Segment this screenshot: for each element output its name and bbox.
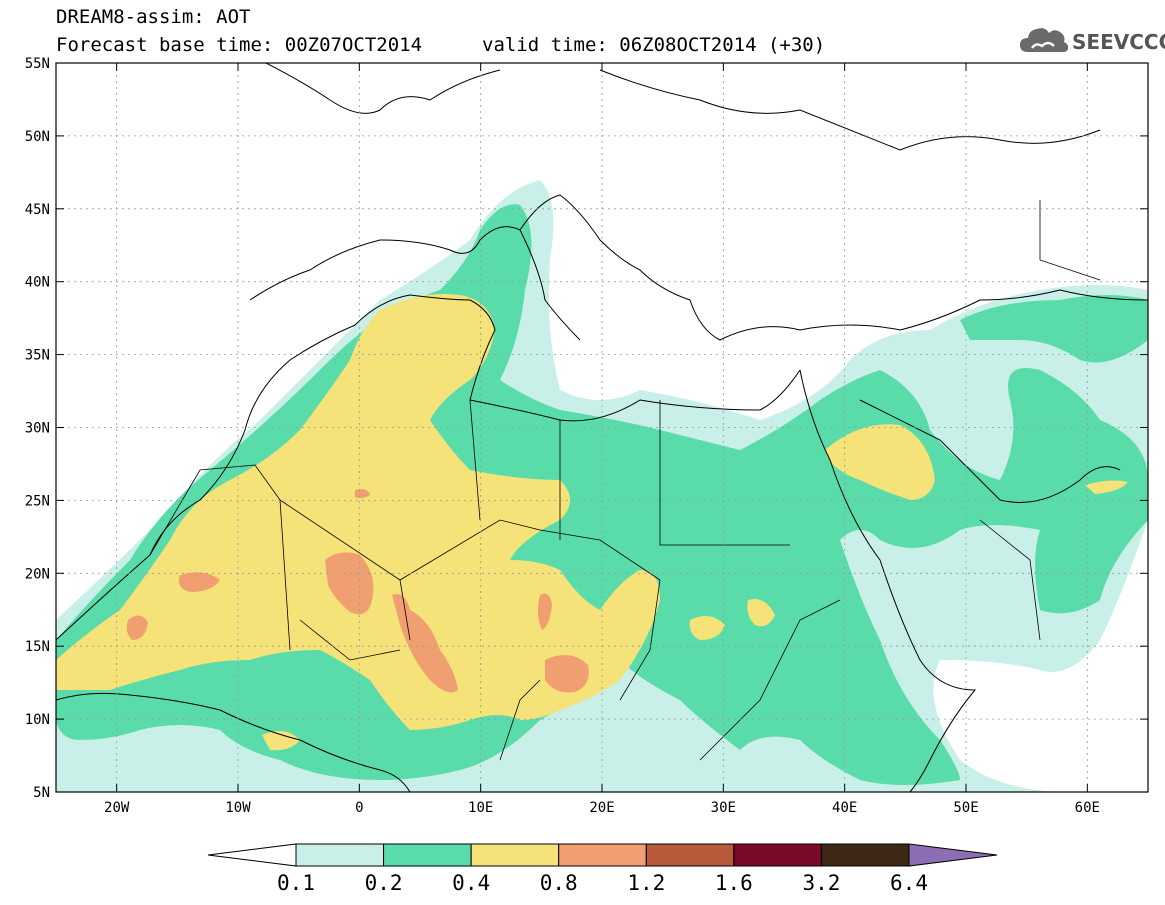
longitude-axis: 20W 10W 0 10E 20E 30E 40E 50E 60E [104, 63, 1100, 816]
aot-level-0-4 [56, 294, 1128, 751]
lon-tick-label: 20W [104, 800, 130, 816]
country-borders [149, 200, 1101, 761]
colorbar-under-arrow [207, 843, 297, 867]
colorbar: 0.1 0.2 0.4 0.8 1.2 1.6 3.2 6.4 [207, 843, 998, 895]
colorbar-bin [470, 843, 560, 867]
map-title: DREAM8-assim: AOT [56, 6, 251, 28]
lon-tick-label: 0 [355, 800, 363, 816]
colorbar-label: 0.4 [452, 871, 490, 895]
valid-time: valid time: 06Z08OCT2014 (+30) [482, 34, 826, 56]
cloud-icon [1020, 28, 1069, 52]
lat-tick-label: 20N [25, 566, 50, 582]
colorbar-bin [383, 843, 472, 867]
forecast-base-time: Forecast base time: 00Z07OCT2014 [56, 34, 423, 56]
lat-tick-label: 30N [25, 421, 50, 437]
coastlines [56, 63, 1148, 792]
gridlines [56, 63, 1148, 792]
colorbar-label: 0.2 [365, 871, 403, 895]
colorbar-bin [733, 843, 822, 867]
colorbar-over-arrow [908, 843, 998, 867]
colorbar-label: 3.2 [802, 871, 840, 895]
lon-tick-label: 30E [711, 800, 736, 816]
lat-tick-label: 25N [25, 493, 50, 509]
lat-tick-label: 15N [25, 639, 50, 655]
colorbar-bin [558, 843, 647, 867]
colorbar-label: 0.1 [277, 871, 315, 895]
logo-text: SEEVCCC [1072, 30, 1165, 54]
lon-tick-label: 50E [953, 800, 978, 816]
lat-tick-label: 45N [25, 202, 50, 218]
lat-tick-label: 40N [25, 275, 50, 291]
lat-tick-label: 55N [25, 56, 50, 72]
colorbar-label: 0.8 [540, 871, 578, 895]
lat-tick-label: 50N [25, 129, 50, 145]
lat-tick-label: 35N [25, 348, 50, 364]
aot-field [56, 180, 1148, 792]
lat-tick-label: 5N [33, 785, 50, 801]
lon-tick-label: 20E [589, 800, 614, 816]
lon-tick-label: 10E [468, 800, 493, 816]
lon-tick-label: 10W [225, 800, 251, 816]
colorbar-label: 1.2 [627, 871, 665, 895]
aot-level-0-8 [126, 489, 589, 693]
colorbar-bin [645, 843, 735, 867]
colorbar-bin [820, 843, 910, 867]
latitude-axis: 55N 50N 45N 40N 35N 30N 25N 20N 15N 10N 5N [25, 56, 1148, 801]
colorbar-label: 6.4 [890, 871, 928, 895]
lat-tick-label: 10N [25, 712, 50, 728]
lon-tick-label: 60E [1075, 800, 1100, 816]
colorbar-label: 1.6 [715, 871, 753, 895]
lon-tick-label: 40E [832, 800, 857, 816]
colorbar-bin [295, 843, 385, 867]
seevccc-logo: SEEVCCC [1018, 22, 1165, 58]
